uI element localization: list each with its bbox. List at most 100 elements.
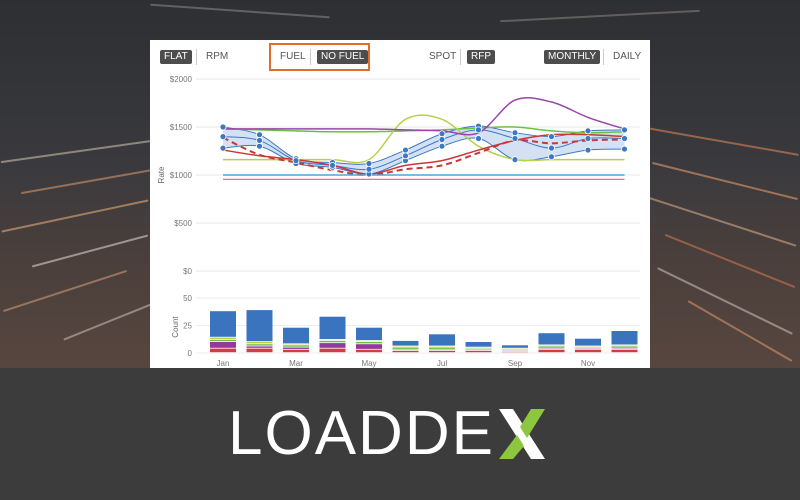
rate-point-marker bbox=[438, 136, 446, 143]
count-bar-segment bbox=[611, 346, 638, 348]
light-streak bbox=[31, 234, 149, 268]
rate-point-marker bbox=[256, 142, 263, 150]
count-axis-label: Count bbox=[171, 316, 180, 338]
count-bar-segment bbox=[319, 340, 346, 343]
monthly-button[interactable]: MONTHLY bbox=[544, 50, 601, 64]
logo-wordmark: LOADDE bbox=[228, 399, 495, 468]
count-bar-segment bbox=[429, 347, 455, 349]
toolbar-divider bbox=[196, 49, 197, 65]
rpm-button[interactable]: RPM bbox=[206, 51, 229, 62]
no-fuel-button[interactable]: NO FUEL bbox=[317, 50, 369, 64]
rate-point-marker bbox=[219, 133, 227, 140]
count-bar-segment bbox=[356, 349, 382, 353]
count-bar-segment bbox=[319, 316, 346, 339]
count-bar-segment bbox=[283, 347, 309, 349]
count-bar-segment bbox=[210, 342, 236, 348]
count-bar-segment bbox=[429, 350, 455, 353]
count-bar-segment bbox=[429, 334, 455, 346]
count-bar-segment bbox=[356, 342, 382, 344]
light-streak bbox=[643, 195, 797, 247]
count-bar-segment bbox=[246, 348, 273, 353]
logo-x-icon: X bbox=[498, 409, 545, 459]
rate-y-tick-label: $500 bbox=[174, 219, 192, 228]
rate-point-marker bbox=[584, 127, 592, 135]
month-tick-label: Sep bbox=[508, 359, 523, 368]
rate-point-marker bbox=[402, 152, 409, 160]
rfp-button[interactable]: RFP bbox=[467, 50, 495, 64]
month-tick-label: Mar bbox=[289, 359, 303, 368]
count-bar-segment bbox=[210, 339, 236, 342]
count-bar-segment bbox=[319, 343, 346, 348]
count-bar-segment bbox=[210, 348, 236, 353]
rate-series-purple-line bbox=[223, 96, 625, 136]
rate-y-tick-label: $0 bbox=[183, 267, 192, 276]
rate-point-marker bbox=[438, 142, 446, 150]
count-bar-segment bbox=[356, 327, 382, 341]
count-bar-segment bbox=[246, 342, 273, 344]
rate-point-marker bbox=[511, 129, 519, 137]
count-bar-segment bbox=[392, 340, 419, 346]
light-streak bbox=[1, 199, 149, 233]
light-streak bbox=[0, 138, 160, 164]
light-streak bbox=[2, 269, 128, 313]
light-streak bbox=[651, 161, 799, 201]
footer-banner bbox=[0, 368, 800, 500]
count-bar-segment bbox=[246, 346, 273, 348]
rate-point-marker bbox=[292, 157, 300, 164]
fuel-toggle-highlight bbox=[269, 43, 370, 71]
month-tick-label: May bbox=[361, 359, 376, 368]
rate-point-marker bbox=[511, 135, 519, 142]
rate-point-marker bbox=[256, 137, 263, 144]
rate-point-marker bbox=[584, 135, 592, 142]
count-bar-segment bbox=[465, 342, 492, 347]
count-bar-segment bbox=[283, 327, 309, 344]
chart-panel: FLAT RPM FUEL NO FUEL SPOT RFP MONTHLY D… bbox=[150, 40, 650, 370]
rate-y-tick-label: $1000 bbox=[170, 171, 193, 180]
count-bar-segment bbox=[538, 346, 565, 348]
fuel-button[interactable]: FUEL bbox=[280, 51, 306, 62]
rate-point-marker bbox=[621, 126, 628, 134]
rate-y-tick-label: $1500 bbox=[170, 123, 193, 132]
rate-point-marker bbox=[438, 130, 446, 138]
rate-point-marker bbox=[475, 126, 482, 134]
light-streak bbox=[641, 126, 799, 156]
rate-point-marker bbox=[219, 123, 227, 131]
count-y-tick-label: 0 bbox=[188, 349, 193, 358]
count-bar-segment bbox=[319, 348, 346, 353]
count-bar-segment bbox=[611, 331, 638, 345]
toolbar-divider bbox=[310, 49, 311, 65]
spot-button[interactable]: SPOT bbox=[429, 51, 457, 62]
rate-point-marker bbox=[511, 156, 519, 164]
rate-point-marker bbox=[365, 160, 373, 167]
rate-point-marker bbox=[621, 145, 628, 153]
rate-point-marker bbox=[329, 162, 336, 169]
count-bar-segment bbox=[392, 347, 419, 349]
rate-point-marker bbox=[584, 146, 592, 154]
rate-y-tick-label: $2000 bbox=[170, 75, 193, 84]
light-streak bbox=[500, 9, 700, 23]
count-bar-segment bbox=[575, 349, 601, 353]
count-bar-segment bbox=[538, 333, 565, 345]
rate-point-marker bbox=[475, 135, 482, 142]
rate-point-marker bbox=[548, 153, 555, 161]
count-bar-segment bbox=[575, 338, 601, 346]
rate-point-marker bbox=[256, 131, 263, 139]
light-streak bbox=[63, 301, 157, 341]
count-y-tick-label: 25 bbox=[183, 322, 192, 331]
count-bar-segment bbox=[611, 349, 638, 353]
rate-point-marker bbox=[402, 146, 409, 154]
count-bar-segment bbox=[283, 345, 309, 347]
light-streak bbox=[150, 3, 330, 19]
flat-button[interactable]: FLAT bbox=[160, 50, 192, 64]
rate-point-marker bbox=[219, 144, 227, 152]
toolbar-divider bbox=[460, 49, 461, 65]
rate-point-marker bbox=[548, 133, 555, 140]
count-bar-segment bbox=[465, 350, 492, 353]
daily-button[interactable]: DAILY bbox=[613, 51, 642, 62]
count-bar-segment bbox=[538, 349, 565, 353]
light-streak bbox=[20, 167, 160, 195]
rate-count-chart: $2000 $1500 $1000 $500 $0 Rate 50 25 0 Count Jan Ma… bbox=[157, 75, 640, 368]
rate-point-marker bbox=[621, 135, 628, 142]
count-y-tick-label: 50 bbox=[183, 294, 192, 303]
chart-toolbar: FLAT RPM FUEL NO FUEL SPOT RFP MONTHLY D… bbox=[150, 40, 650, 74]
